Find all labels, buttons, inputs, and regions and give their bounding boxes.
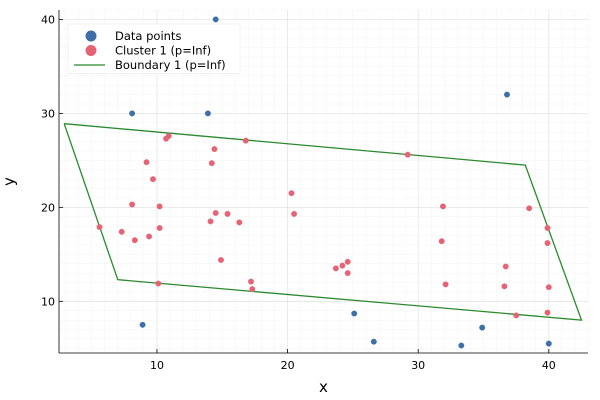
cluster-point [438,238,445,245]
data-point [479,324,486,331]
data-point [129,110,136,117]
legend-swatch-marker [85,30,97,42]
cluster-point [545,284,552,291]
cluster-point [156,225,163,231]
cluster-point [150,176,156,183]
cluster-point [118,228,125,235]
legend-label: Cluster 1 (p=Inf) [115,44,211,58]
cluster-point [156,203,163,210]
cluster-point [526,205,533,212]
cluster-point [211,146,218,153]
cluster-point [236,219,243,226]
cluster-point [224,210,231,217]
x-tick-label: 30 [411,359,425,372]
data-point [212,16,219,23]
cluster-point [544,309,551,316]
cluster-point [288,190,295,197]
axes [58,10,588,354]
y-axis-title: y [0,177,18,186]
data-point [204,110,211,117]
data-point [139,321,146,328]
cluster-point [502,263,509,270]
points-layer [96,16,552,349]
x-axis-title: x [319,378,328,396]
y-tick-label: 30 [41,107,55,120]
cluster-point [129,201,136,208]
cluster-point [242,137,249,144]
legend-label: Data points [115,29,181,43]
legend-swatch-marker [85,45,97,56]
cluster-point [249,286,256,293]
cluster-point [332,265,339,272]
cluster-point [291,210,298,217]
cluster-point [163,135,170,142]
data-point [370,338,377,345]
cluster-point [544,225,551,231]
cluster-point [248,278,254,285]
data-point [351,310,358,317]
cluster-point [344,258,351,265]
x-tick-label: 20 [281,359,295,372]
cluster-point [207,218,214,225]
y-tick-label: 10 [41,295,55,308]
boundary-line [63,123,583,321]
cluster-point [404,151,411,158]
cluster-point [344,270,351,277]
cluster-point [218,257,224,263]
cluster-point [208,160,215,167]
tick-labels: 10 20 30 40 10 20 30 40 [41,13,556,372]
boundary-layer [63,123,583,321]
cluster-point [440,203,446,210]
cluster-point [212,210,219,216]
cluster-point [131,237,138,244]
y-tick-label: 20 [41,201,55,214]
x-tick-label: 40 [542,359,556,372]
legend-label: Boundary 1 (p=Inf) [115,58,226,72]
data-point [504,91,510,98]
cluster-point [146,233,153,240]
cluster-point [96,224,103,231]
y-tick-label: 40 [41,13,55,26]
cluster-point [339,262,346,269]
cluster-point [513,312,520,319]
cluster-point [501,283,508,290]
data-point [458,342,465,349]
cluster-point [442,281,449,288]
cluster-point [143,159,150,166]
cluster-point [155,280,162,287]
data-point [545,340,552,347]
x-tick-label: 10 [150,359,164,372]
cluster-point [544,240,551,247]
